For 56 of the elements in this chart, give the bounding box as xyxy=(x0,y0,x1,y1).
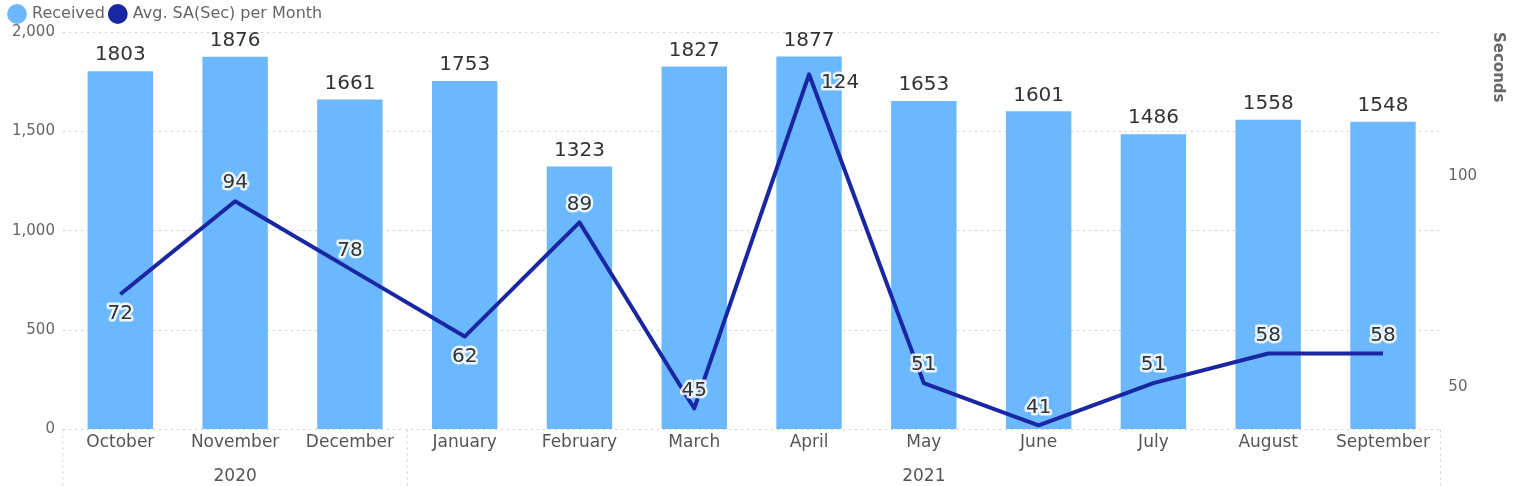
data-label: 62 xyxy=(451,342,478,367)
bar xyxy=(202,56,268,430)
legend-label: Avg. SA(Sec) per Month xyxy=(132,3,323,23)
data-label: 78 xyxy=(337,237,363,262)
data-label: 1661 xyxy=(324,69,376,94)
y2-tick-label: 50 xyxy=(1448,377,1468,396)
bar xyxy=(546,166,613,430)
text: 2020 xyxy=(213,464,257,485)
x-tick-label: April xyxy=(789,431,829,452)
x-tick-label: March xyxy=(668,431,721,452)
legend-label: Received xyxy=(32,3,105,23)
text: 2021 xyxy=(902,464,946,485)
x-tick-label: June xyxy=(1019,431,1058,452)
y-tick-label: 500 xyxy=(26,320,55,339)
x-tick-label: January xyxy=(431,431,497,452)
bar xyxy=(1235,119,1301,430)
y2-axis-title: Seconds xyxy=(1490,32,1509,103)
data-label: 1653 xyxy=(898,71,950,96)
bar xyxy=(431,81,498,430)
data-label: 1877 xyxy=(783,26,835,51)
x-tick-label: September xyxy=(1335,431,1430,452)
data-label: 89 xyxy=(566,190,593,215)
x-tick-label: November xyxy=(190,431,280,452)
x-tick-label: May xyxy=(906,431,942,452)
y-tick-label: 1,000 xyxy=(11,220,55,239)
data-label: 1486 xyxy=(1127,104,1179,129)
data-label: 41 xyxy=(1025,393,1052,418)
data-label: 58 xyxy=(1255,321,1281,346)
bar xyxy=(317,99,383,430)
bar xyxy=(1005,111,1072,430)
bar xyxy=(661,66,727,430)
data-label: 1827 xyxy=(668,36,720,61)
y-tick-label: 2,000 xyxy=(11,21,55,40)
bar xyxy=(1120,134,1187,430)
y-tick-label: 0 xyxy=(45,419,55,438)
data-label: 1601 xyxy=(1013,81,1065,106)
data-label: 1558 xyxy=(1242,90,1294,115)
x-tick-label: August xyxy=(1238,431,1299,452)
y-tick-label: 1,500 xyxy=(11,121,55,140)
bar xyxy=(891,100,957,430)
data-label: 1753 xyxy=(439,51,491,76)
data-label: 58 xyxy=(1370,321,1396,346)
data-label: 72 xyxy=(107,300,134,325)
bar xyxy=(87,71,154,430)
x-tick-label: February xyxy=(541,431,618,452)
data-label: 1323 xyxy=(554,136,605,161)
x-tick-label: December xyxy=(305,431,394,452)
x-tick-label: October xyxy=(86,431,155,452)
x-tick-label: July xyxy=(1137,431,1169,452)
data-label: 1548 xyxy=(1357,92,1409,117)
y2-tick-label: 100 xyxy=(1448,165,1478,184)
data-label: 1803 xyxy=(94,41,146,66)
data-label: 51 xyxy=(1140,351,1167,376)
data-label: 94 xyxy=(222,169,248,194)
data-label: 1876 xyxy=(209,26,261,51)
bar xyxy=(1350,121,1416,430)
